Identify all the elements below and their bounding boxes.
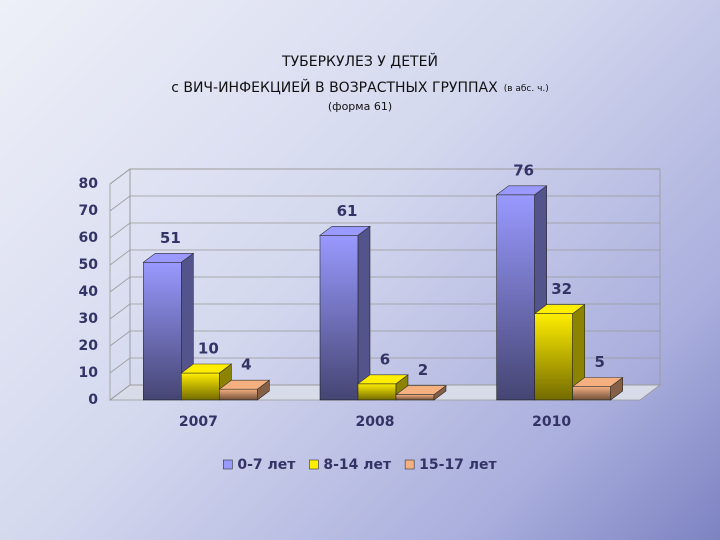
legend-label: 15-17 лет [419, 457, 497, 473]
value-label: 76 [513, 161, 534, 179]
y-tick-label: 40 [79, 284, 99, 300]
chart-title: ТУБЕРКУЛЕЗ У ДЕТЕЙ [281, 52, 438, 70]
bar-top [218, 379, 271, 390]
legend-swatch [404, 459, 415, 470]
y-tick-label: 70 [79, 203, 99, 219]
y-tick-label: 20 [79, 338, 99, 354]
bar-side-shade [358, 226, 370, 400]
bar-shade [143, 262, 182, 400]
x-tick-label: 2008 [356, 414, 395, 430]
grid-line [109, 384, 131, 401]
y-tick-label: 30 [79, 311, 99, 327]
bar-shade [181, 373, 220, 400]
bar-shade [320, 235, 358, 400]
value-label: 51 [160, 229, 181, 247]
value-label: 10 [198, 340, 219, 358]
bar-side-shade [610, 377, 623, 400]
chart-subtitle: (форма 61) [328, 100, 392, 113]
grid-line [109, 330, 131, 347]
bar-top [495, 185, 548, 196]
y-tick-label: 0 [88, 392, 98, 408]
bar-top [571, 377, 624, 387]
bar-top [180, 363, 233, 374]
x-tick-label: 2010 [532, 414, 571, 430]
bar-shade [219, 389, 258, 400]
y-tick-label: 50 [79, 257, 99, 273]
grid-line [109, 357, 131, 374]
grid-line [109, 168, 131, 185]
y-tick-label: 60 [79, 230, 99, 246]
value-label: 32 [551, 280, 572, 298]
bar-top [142, 253, 195, 263]
value-label: 5 [594, 353, 604, 371]
grid-line [109, 195, 131, 212]
bar-shade [396, 394, 434, 400]
bar-top [319, 226, 371, 236]
legend-swatch [223, 459, 233, 470]
bar-top [533, 304, 586, 314]
grid-line [109, 249, 131, 266]
legend-swatch [309, 459, 319, 470]
value-label: 61 [337, 202, 358, 220]
bar-shade [534, 313, 573, 400]
bar-side-shade [572, 304, 585, 400]
y-tick-label: 80 [79, 176, 99, 192]
grid-line [109, 303, 131, 320]
grid-line [109, 276, 131, 293]
bar-top [395, 385, 447, 395]
bar-side-shade [181, 253, 194, 400]
bar-top [357, 374, 409, 385]
bar-side-shade [434, 385, 446, 400]
legend-label: 0-7 лет [237, 457, 296, 473]
title-note: (в абс. ч.) [504, 84, 549, 94]
bar-shade [358, 383, 396, 400]
bar-shade [496, 194, 535, 400]
chart-title: с ВИЧ-ИНФЕКЦИЕЙ В ВОЗРАСТНЫХ ГРУППАХ (в а… [171, 78, 549, 96]
value-label: 6 [380, 350, 390, 368]
value-label: 4 [241, 356, 251, 374]
legend-label: 8-14 лет [323, 457, 392, 473]
bar-shade [572, 386, 611, 400]
value-label: 2 [418, 361, 428, 379]
y-tick-label: 10 [79, 365, 99, 381]
grid-line [109, 222, 131, 239]
bar-side-shade [257, 380, 270, 400]
title-line: с ВИЧ-ИНФЕКЦИЕЙ В ВОЗРАСТНЫХ ГРУППАХ [171, 78, 498, 96]
x-tick-label: 2007 [179, 414, 218, 430]
legend: 0-7 лет 8-14 лет 15-17 лет [223, 457, 498, 473]
